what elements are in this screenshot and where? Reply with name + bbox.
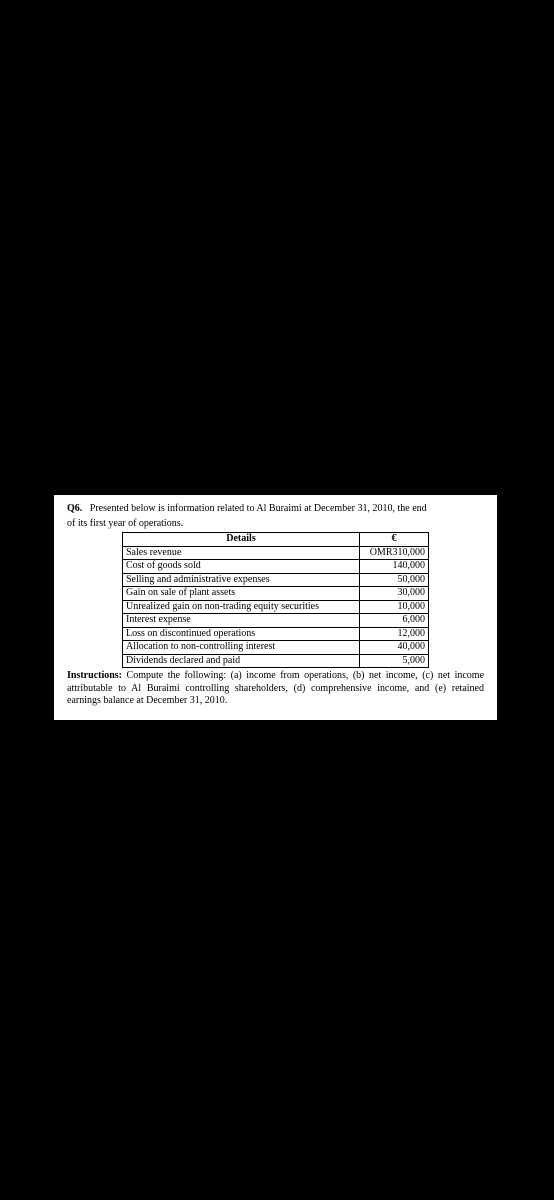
header-details: Details (123, 533, 360, 547)
row-label: Unrealized gain on non-trading equity se… (123, 600, 360, 614)
data-table: Details € Sales revenue OMR310,000 Cost … (122, 532, 429, 668)
row-label: Loss on discontinued operations (123, 627, 360, 641)
table-row: Dividends declared and paid 5,000 (123, 654, 429, 668)
row-value: 40,000 (360, 641, 429, 655)
row-value: 5,000 (360, 654, 429, 668)
row-label: Selling and administrative expenses (123, 573, 360, 587)
header-amount: € (360, 533, 429, 547)
table-row: Sales revenue OMR310,000 (123, 546, 429, 560)
table-row: Unrealized gain on non-trading equity se… (123, 600, 429, 614)
instructions-paragraph: Instructions: Compute the following: (a)… (67, 670, 484, 708)
row-label: Gain on sale of plant assets (123, 587, 360, 601)
table-row: Selling and administrative expenses 50,0… (123, 573, 429, 587)
question-label: Q6. (67, 503, 82, 514)
row-label: Dividends declared and paid (123, 654, 360, 668)
row-label: Sales revenue (123, 546, 360, 560)
row-label: Allocation to non-controlling interest (123, 641, 360, 655)
table-row: Loss on discontinued operations 12,000 (123, 627, 429, 641)
question-line-2: of its first year of operations. (67, 518, 484, 531)
row-value: OMR310,000 (360, 546, 429, 560)
question-text-1: Presented below is information related t… (90, 503, 427, 514)
instructions-label: Instructions: (67, 670, 122, 681)
row-value: 10,000 (360, 600, 429, 614)
row-value: 140,000 (360, 560, 429, 574)
table-row: Allocation to non-controlling interest 4… (123, 641, 429, 655)
row-value: 50,000 (360, 573, 429, 587)
table-row: Gain on sale of plant assets 30,000 (123, 587, 429, 601)
document-page: Q6. Presented below is information relat… (54, 495, 497, 720)
table-row: Cost of goods sold 140,000 (123, 560, 429, 574)
instructions-text: Compute the following: (a) income from o… (67, 670, 484, 706)
row-label: Cost of goods sold (123, 560, 360, 574)
table-header-row: Details € (123, 533, 429, 547)
row-value: 30,000 (360, 587, 429, 601)
row-label: Interest expense (123, 614, 360, 628)
row-value: 12,000 (360, 627, 429, 641)
question-line-1: Q6. Presented below is information relat… (67, 503, 484, 516)
table-row: Interest expense 6,000 (123, 614, 429, 628)
row-value: 6,000 (360, 614, 429, 628)
